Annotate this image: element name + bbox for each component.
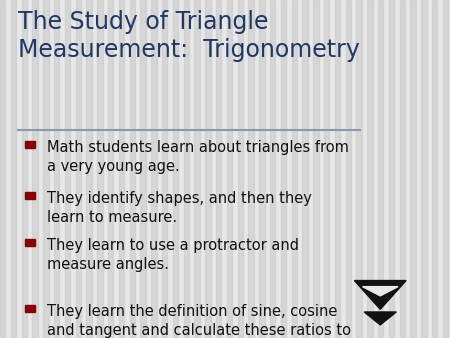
Bar	[0, 0, 5, 338]
Bar	[432, 0, 437, 338]
Bar	[270, 0, 275, 338]
Bar	[32, 0, 38, 338]
Bar	[238, 0, 243, 338]
Bar	[227, 0, 232, 338]
Bar	[151, 0, 157, 338]
Text: They identify shapes, and then they
learn to measure.: They identify shapes, and then they lear…	[47, 191, 312, 225]
Bar	[25, 305, 35, 312]
Bar	[11, 0, 16, 338]
Bar	[173, 0, 178, 338]
Bar	[140, 0, 146, 338]
Text: They learn to use a protractor and
measure angles.: They learn to use a protractor and measu…	[47, 238, 299, 272]
Polygon shape	[364, 312, 396, 325]
Bar	[108, 0, 113, 338]
Bar	[216, 0, 221, 338]
Bar	[86, 0, 92, 338]
Bar	[281, 0, 286, 338]
Bar	[443, 0, 448, 338]
Polygon shape	[355, 281, 406, 309]
Bar	[205, 0, 211, 338]
Bar	[162, 0, 167, 338]
Bar	[302, 0, 308, 338]
Bar	[400, 0, 405, 338]
Bar	[25, 192, 35, 199]
Bar	[356, 0, 362, 338]
Bar	[421, 0, 427, 338]
Bar	[313, 0, 319, 338]
Bar	[194, 0, 200, 338]
Bar	[130, 0, 135, 338]
Bar	[43, 0, 49, 338]
Polygon shape	[363, 287, 398, 296]
Bar	[248, 0, 254, 338]
Bar	[22, 0, 27, 338]
Text: The Study of Triangle
Measurement:  Trigonometry: The Study of Triangle Measurement: Trigo…	[18, 10, 360, 62]
Bar	[410, 0, 416, 338]
Bar	[259, 0, 265, 338]
Bar	[367, 0, 373, 338]
Text: Math students learn about triangles from
a very young age.: Math students learn about triangles from…	[47, 140, 349, 174]
Bar	[25, 141, 35, 148]
Bar	[119, 0, 124, 338]
Bar	[324, 0, 329, 338]
Bar	[389, 0, 394, 338]
Bar	[335, 0, 340, 338]
Bar	[346, 0, 351, 338]
Bar	[97, 0, 103, 338]
Bar	[184, 0, 189, 338]
Bar	[378, 0, 383, 338]
Text: They learn the definition of sine, cosine
and tangent and calculate these ratios: They learn the definition of sine, cosin…	[47, 304, 351, 338]
Bar	[25, 239, 35, 246]
Bar	[76, 0, 81, 338]
Bar	[54, 0, 59, 338]
Bar	[292, 0, 297, 338]
Bar	[65, 0, 70, 338]
